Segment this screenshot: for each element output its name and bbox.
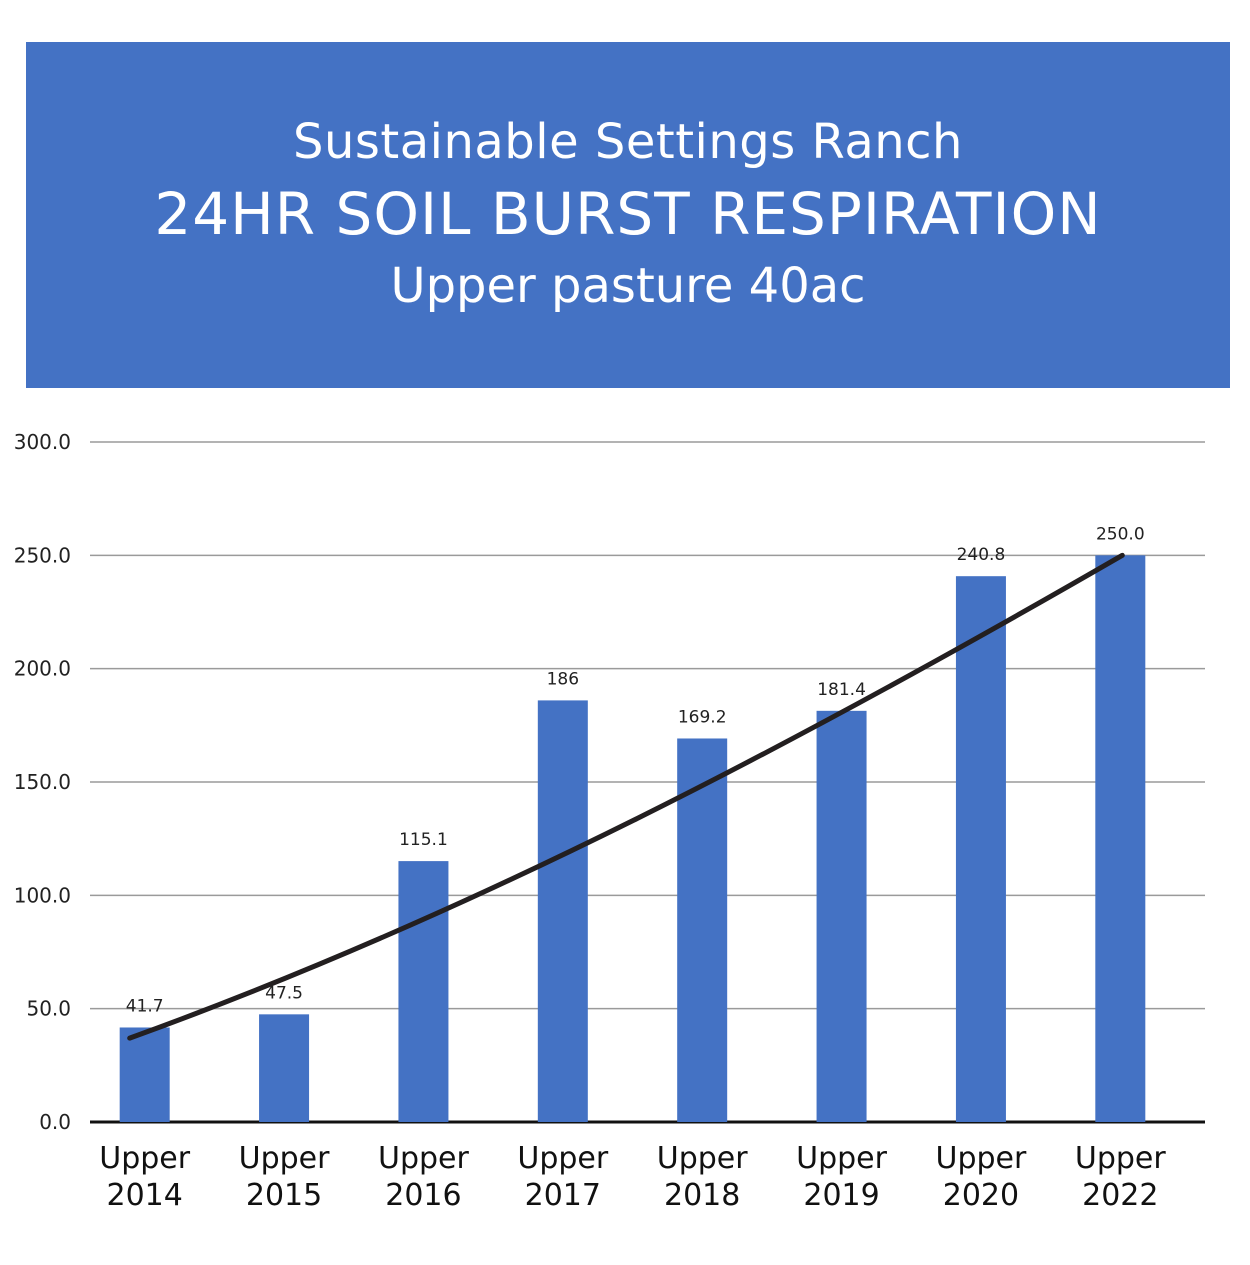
x-tick-label: 2014 xyxy=(107,1178,183,1213)
data-label: 115.1 xyxy=(399,830,448,850)
x-tick-label: 2017 xyxy=(525,1178,601,1213)
x-tick-label: Upper xyxy=(1075,1141,1167,1176)
data-label: 169.2 xyxy=(678,707,727,727)
bar xyxy=(677,738,728,1122)
data-label: 186 xyxy=(547,669,579,689)
x-tick-label: 2019 xyxy=(803,1178,879,1213)
bar xyxy=(119,1027,170,1122)
x-tick-label: 2016 xyxy=(385,1178,461,1213)
bar xyxy=(537,700,588,1122)
x-tick-label: 2018 xyxy=(664,1178,740,1213)
x-tick-label: Upper xyxy=(99,1141,191,1176)
y-axis-ticks: 0.0 50.0 100.0 150.0 200.0 250.0 300.0 xyxy=(14,430,71,1134)
bar xyxy=(816,710,867,1122)
bar xyxy=(259,1014,310,1122)
x-tick-label: 2015 xyxy=(246,1178,322,1213)
data-label: 181.4 xyxy=(817,680,866,700)
y-tick-label: 300.0 xyxy=(14,430,71,454)
ranch-name: Sustainable Settings Ranch xyxy=(293,114,963,170)
y-tick-label: 50.0 xyxy=(26,997,71,1021)
bar xyxy=(955,576,1006,1122)
x-tick-label: Upper xyxy=(657,1141,749,1176)
x-tick-label: Upper xyxy=(936,1141,1028,1176)
y-tick-label: 0.0 xyxy=(39,1110,71,1134)
x-tick-label: 2020 xyxy=(943,1178,1019,1213)
trendline-group xyxy=(127,552,1125,1041)
gridlines xyxy=(90,441,1205,1124)
data-labels: 41.7 47.5 115.1 186 169.2 181.4 240.8 250.0 xyxy=(126,524,1145,1016)
x-tick-label: Upper xyxy=(378,1141,470,1176)
y-tick-label: 250.0 xyxy=(14,543,71,567)
y-tick-label: 150.0 xyxy=(14,770,71,794)
trendline xyxy=(127,552,1125,1041)
bars xyxy=(119,555,1146,1122)
y-tick-label: 200.0 xyxy=(14,657,71,681)
x-axis-labels: Upper2014Upper2015Upper2016Upper2017Uppe… xyxy=(99,1141,1166,1213)
bar xyxy=(1095,555,1146,1122)
data-label: 250.0 xyxy=(1096,524,1145,544)
y-tick-label: 100.0 xyxy=(14,883,71,907)
x-tick-label: Upper xyxy=(796,1141,888,1176)
chart-title: 24HR SOIL BURST RESPIRATION xyxy=(154,180,1102,248)
x-tick-label: Upper xyxy=(517,1141,609,1176)
data-label: 47.5 xyxy=(265,983,303,1003)
data-label: 41.7 xyxy=(126,996,164,1016)
bar xyxy=(398,861,449,1122)
x-tick-label: Upper xyxy=(239,1141,331,1176)
x-tick-label: 2022 xyxy=(1082,1178,1158,1213)
title-banner: Sustainable Settings Ranch 24HR SOIL BUR… xyxy=(26,42,1230,388)
data-label: 240.8 xyxy=(957,545,1006,565)
pasture-subtitle: Upper pasture 40ac xyxy=(390,258,866,314)
